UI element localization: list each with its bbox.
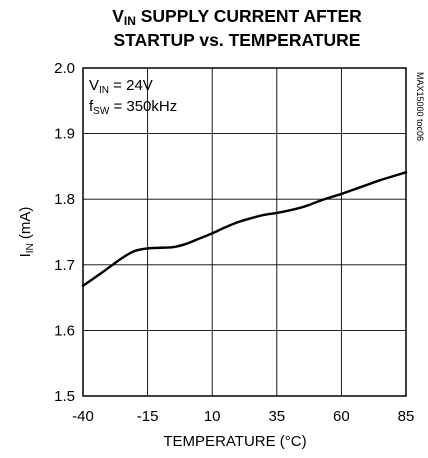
annotation-vin-main: V — [89, 77, 99, 94]
svg-text:VIN SUPPLY CURRENT AFTER: VIN SUPPLY CURRENT AFTER — [112, 6, 362, 28]
y-axis-label-rest: (mA) — [17, 207, 34, 244]
annotation-fsw: fSW = 350kHz — [89, 98, 177, 117]
title-line1-rest: SUPPLY CURRENT AFTER — [136, 6, 362, 26]
y-tick-label: 1.5 — [54, 388, 75, 405]
y-tick-label: 1.8 — [54, 191, 75, 208]
y-tick-label: 1.6 — [54, 322, 75, 339]
title-line2: STARTUP vs. TEMPERATURE — [114, 30, 361, 50]
x-tick-label: 85 — [398, 408, 415, 425]
y-tick-label: 2.0 — [54, 60, 75, 77]
x-tick-label: 60 — [333, 408, 350, 425]
annotation-vin-rest: = 24V — [109, 77, 153, 94]
annotation-fsw-sub: SW — [93, 106, 110, 117]
y-tick-label: 1.9 — [54, 126, 75, 143]
x-tick-label: -40 — [72, 408, 94, 425]
annotation-vin: VIN = 24V — [89, 77, 153, 96]
x-tick-label: 35 — [268, 408, 285, 425]
tick-labels: -40 -15 10 35 60 85 1.5 1.6 1.7 1.8 1.9 2.0 — [54, 60, 414, 425]
annotation-vin-sub: IN — [99, 85, 109, 96]
series-line — [81, 171, 408, 287]
title-line1-prefix: V — [112, 6, 124, 26]
chart-title: VIN SUPPLY CURRENT AFTER STARTUP vs. TEM… — [112, 6, 362, 50]
annotation-fsw-main: f — [89, 98, 94, 115]
x-axis-label: TEMPERATURE (°C) — [163, 433, 306, 450]
y-axis-label: IIN (mA) — [17, 207, 36, 258]
title-line1-sub: IN — [124, 14, 136, 28]
x-tick-label: 10 — [204, 408, 221, 425]
y-axis-label-main: I — [17, 253, 34, 257]
side-code: MAX15000 toc06 — [415, 72, 425, 141]
grid — [83, 68, 406, 396]
x-tick-label: -15 — [137, 408, 159, 425]
plot-frame — [82, 67, 407, 397]
y-tick-label: 1.7 — [54, 257, 75, 274]
annotation-fsw-rest: = 350kHz — [109, 98, 177, 115]
y-axis-label-sub: IN — [25, 243, 36, 253]
